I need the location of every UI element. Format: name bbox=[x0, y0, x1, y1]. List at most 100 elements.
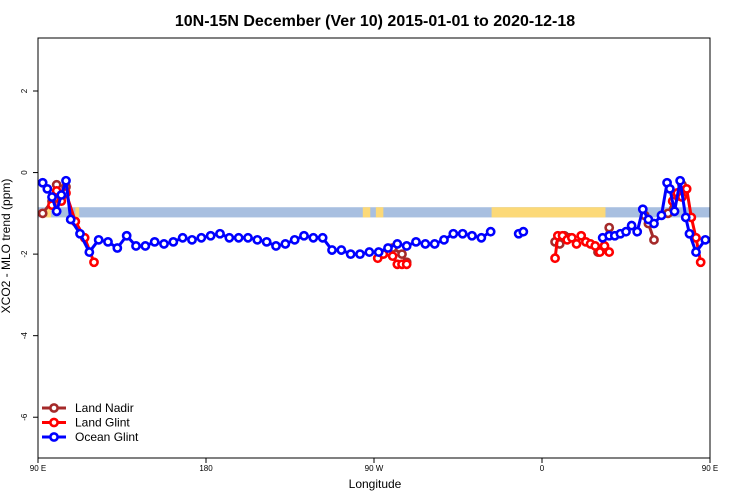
data-point bbox=[680, 212, 691, 223]
data-point bbox=[691, 247, 701, 257]
series-layer bbox=[37, 175, 711, 270]
data-point bbox=[429, 239, 440, 249]
legend-marker bbox=[49, 403, 59, 413]
data-point bbox=[308, 232, 319, 243]
data-point bbox=[121, 230, 132, 241]
data-point bbox=[65, 214, 76, 225]
series-ocean-glint bbox=[37, 175, 711, 260]
data-point bbox=[594, 247, 605, 257]
legend-label: Ocean Glint bbox=[75, 430, 139, 444]
legend-item: Ocean Glint bbox=[42, 430, 139, 444]
y-tick-label: 0 bbox=[20, 170, 29, 175]
y-tick-label: -2 bbox=[20, 250, 29, 258]
data-point bbox=[196, 232, 207, 243]
data-point bbox=[89, 257, 99, 268]
data-point bbox=[355, 249, 365, 260]
data-point bbox=[695, 257, 706, 268]
data-point bbox=[675, 175, 686, 186]
data-point bbox=[599, 241, 610, 251]
data-point bbox=[637, 204, 648, 215]
data-point bbox=[84, 247, 95, 257]
data-point bbox=[485, 226, 496, 237]
data-point bbox=[518, 226, 529, 237]
data-point bbox=[327, 245, 337, 255]
surface-band bbox=[38, 207, 710, 218]
data-point bbox=[261, 236, 272, 247]
data-point bbox=[550, 253, 560, 264]
legend-item: Land Glint bbox=[42, 416, 130, 430]
data-point bbox=[632, 226, 643, 237]
data-point bbox=[280, 239, 291, 249]
legend-item: Land Nadir bbox=[42, 401, 134, 415]
data-point bbox=[205, 230, 216, 241]
data-point bbox=[47, 192, 57, 202]
ocean-band bbox=[38, 207, 710, 218]
land-band bbox=[362, 207, 371, 218]
x-tick-label: 90 E bbox=[702, 464, 718, 473]
data-point bbox=[411, 236, 421, 247]
data-point bbox=[271, 241, 281, 251]
data-point bbox=[681, 183, 692, 194]
legend-marker bbox=[49, 432, 59, 442]
data-point bbox=[61, 175, 71, 186]
y-tick-label: -6 bbox=[20, 413, 29, 421]
data-point bbox=[392, 239, 403, 249]
data-point bbox=[51, 206, 62, 217]
data-point bbox=[56, 190, 67, 200]
y-tick-label: -4 bbox=[20, 332, 29, 340]
data-point bbox=[373, 247, 384, 257]
data-point bbox=[93, 234, 104, 245]
data-point bbox=[131, 241, 141, 251]
data-point bbox=[383, 243, 393, 253]
y-axis-label: XCO2 - MLO trend (ppm) bbox=[0, 179, 13, 314]
data-point bbox=[177, 232, 188, 243]
land-band bbox=[75, 207, 80, 218]
data-point bbox=[345, 249, 356, 260]
land-band bbox=[491, 207, 606, 218]
data-point bbox=[215, 228, 225, 239]
data-point bbox=[289, 234, 300, 245]
data-point bbox=[159, 239, 169, 249]
data-point bbox=[669, 206, 680, 217]
x-axis: 90 E 180 90 W 0 90 E bbox=[30, 458, 718, 473]
data-point bbox=[233, 232, 244, 243]
data-point bbox=[467, 230, 477, 241]
data-point bbox=[387, 251, 398, 262]
data-point bbox=[168, 236, 179, 247]
data-point bbox=[576, 230, 587, 241]
data-point bbox=[439, 234, 449, 245]
data-point bbox=[604, 222, 615, 233]
data-point bbox=[448, 228, 459, 239]
data-point bbox=[187, 234, 197, 245]
x-tick-label: 180 bbox=[199, 464, 213, 473]
data-point bbox=[401, 259, 412, 270]
data-point bbox=[112, 243, 123, 253]
data-point bbox=[476, 232, 487, 243]
data-point bbox=[103, 236, 113, 247]
legend-label: Land Nadir bbox=[75, 401, 134, 415]
data-point bbox=[664, 183, 675, 194]
data-point bbox=[317, 232, 328, 243]
data-point bbox=[224, 232, 235, 243]
data-point bbox=[621, 226, 631, 237]
data-point bbox=[457, 228, 468, 239]
data-point bbox=[149, 236, 160, 247]
data-point bbox=[656, 210, 667, 221]
x-tick-label: 90 W bbox=[365, 464, 384, 473]
data-point bbox=[336, 245, 347, 255]
x-tick-label: 0 bbox=[540, 464, 545, 473]
data-point bbox=[700, 234, 711, 245]
data-point bbox=[626, 220, 637, 231]
data-point bbox=[401, 241, 412, 251]
y-tick-label: 2 bbox=[20, 88, 29, 93]
data-point bbox=[42, 183, 53, 194]
data-point bbox=[364, 247, 375, 257]
data-point bbox=[252, 234, 263, 245]
data-point bbox=[571, 239, 582, 249]
data-point bbox=[140, 241, 151, 251]
data-point bbox=[590, 241, 601, 251]
data-point bbox=[299, 230, 309, 241]
data-point bbox=[397, 249, 407, 260]
